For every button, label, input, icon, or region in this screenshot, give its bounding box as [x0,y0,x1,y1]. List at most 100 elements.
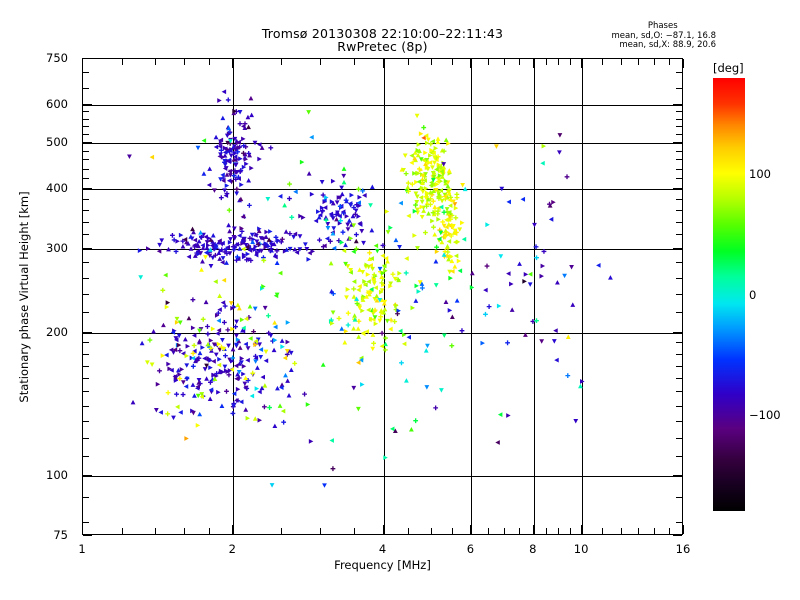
data-point [196,380,202,385]
x-tick-5-B [430,528,432,534]
data-point [268,229,273,234]
data-point [225,244,231,250]
data-point [230,305,235,311]
y-tick-400-L [83,188,92,190]
data-point [379,274,385,279]
data-point [506,413,511,418]
data-point [564,174,570,180]
data-point [397,245,402,250]
data-point [398,328,403,334]
data-point [176,342,182,348]
colorbar-tick--100: −100 [749,407,781,422]
data-point [253,232,258,238]
data-point [553,328,558,334]
data-point [402,153,408,158]
data-point [234,156,239,162]
data-point [261,258,267,263]
data-point [218,177,223,182]
data-point [562,273,567,279]
data-point [256,228,262,234]
data-point [325,222,331,227]
y-tick-label-75: 75 [53,528,68,542]
y-tick-170-R [676,365,682,367]
data-point [337,203,343,209]
x-tick-7-T [503,59,505,65]
data-point [337,220,343,226]
data-point [217,356,222,362]
data-point [539,273,544,279]
y-tick-520-L [83,133,89,135]
data-point [439,388,444,393]
data-point [570,302,576,307]
data-point [381,301,387,306]
data-point [393,237,399,243]
data-point [360,188,366,194]
data-point [130,399,136,405]
data-point [337,213,342,219]
data-point [298,213,303,219]
data-point [269,243,275,248]
data-point [196,251,202,257]
data-point [247,202,252,208]
data-point [224,260,229,265]
data-point [580,379,585,384]
data-point [388,281,394,286]
data-point [260,236,265,242]
data-point [229,367,235,372]
data-point [248,95,254,101]
data-point [216,362,222,368]
x-tick-4.5-T [408,59,409,65]
data-point [297,247,303,252]
y-tick-600-R [673,104,682,106]
data-point [452,228,458,234]
data-point [390,271,396,277]
data-point [388,326,393,332]
x-tick-1.2-T [121,59,123,65]
colorbar[interactable] [713,78,745,511]
data-point [428,189,434,195]
data-point [353,232,359,237]
data-point [438,204,444,210]
data-point [192,393,197,398]
data-point [233,363,239,369]
data-point [255,248,261,253]
data-point [469,285,475,290]
data-point [356,214,361,219]
data-point [506,199,511,205]
data-point [432,204,438,210]
y-tick-130-L [83,421,89,423]
data-point [377,318,383,324]
data-point [439,239,445,245]
y-tick-440-R [676,168,682,170]
data-point [274,238,280,244]
data-point [343,328,349,334]
data-point [228,139,233,144]
data-point [165,411,171,417]
y-tick-380-R [676,198,682,200]
data-point [268,333,274,339]
plot-area[interactable] [82,58,683,535]
data-point [442,193,447,199]
data-point [344,213,350,219]
gridline-horizontal-300 [83,248,682,250]
data-point [383,335,388,341]
data-point [240,214,246,220]
data-point [241,136,246,142]
y-tick-240-R [676,294,682,295]
data-point [319,179,325,185]
y-tick-280-L [83,262,89,264]
data-point [452,239,458,245]
data-point [494,144,499,149]
data-point [437,236,442,242]
data-point [218,137,224,143]
data-point [243,243,249,248]
data-point [266,330,272,336]
data-point [384,209,390,214]
data-point [246,124,251,130]
data-point [369,316,374,322]
data-point [149,362,155,368]
data-point [282,202,288,208]
data-point [245,378,251,383]
data-point [349,192,354,198]
data-point [565,373,571,379]
